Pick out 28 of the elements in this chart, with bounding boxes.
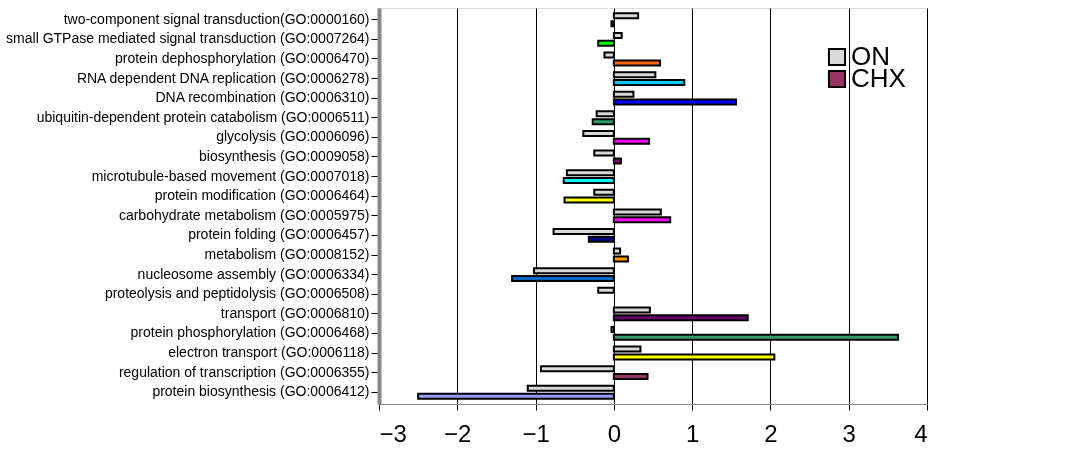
- y-tick-label: ubiquitin-dependent protein catabolism (GO:0006511): [36, 108, 370, 125]
- x-tick-label: −3: [379, 419, 407, 447]
- y-tick-label: protein biosynthesis (GO:0006412): [152, 383, 370, 400]
- y-tick-label: glycolysis (GO:0006096): [216, 128, 370, 145]
- y-tick-label: protein folding (GO:0006457): [188, 226, 370, 243]
- x-tick-label: 0: [607, 419, 622, 447]
- x-tick-label: 3: [842, 419, 856, 447]
- x-tick-label: −2: [444, 419, 472, 447]
- y-tick-label: RNA dependent DNA replication (GO:0006278): [76, 69, 370, 86]
- y-tick-label: microtubule-based movement (GO:0007018): [91, 167, 370, 184]
- y-tick-label: small GTPase mediated signal transduction (GO:0007264): [6, 30, 370, 47]
- y-tick-label: metabolism (GO:0008152): [204, 246, 370, 263]
- y-tick-label: protein dephosphorylation (GO:0006470): [114, 49, 370, 66]
- x-tick-label: 1: [685, 419, 700, 447]
- y-tick-label: protein phosphorylation (GO:0006468): [130, 324, 370, 341]
- y-tick-label: protein modification (GO:0006464): [154, 187, 370, 204]
- y-tick-label: two-component signal transduction(GO:0000160): [63, 10, 370, 27]
- y-tick-label: proteolysis and peptidolysis (GO:0006508): [104, 285, 370, 302]
- x-tick-label: 2: [764, 419, 778, 447]
- x-tick-label: 4: [914, 419, 928, 447]
- y-tick-label: nucleosome assembly (GO:0006334): [137, 265, 370, 282]
- x-tick-label: −1: [522, 419, 550, 447]
- y-tick-label: regulation of transcription (GO:0006355): [118, 363, 370, 380]
- y-tick-label: biosynthesis (GO:0009058): [199, 147, 370, 164]
- y-tick-label: carbohydrate metabolism (GO:0005975): [118, 206, 370, 223]
- y-tick-label: DNA recombination (GO:0006310): [155, 89, 370, 106]
- y-tick-label: transport (GO:0006810): [220, 304, 370, 321]
- y-tick-label: electron transport (GO:0006118): [168, 344, 370, 361]
